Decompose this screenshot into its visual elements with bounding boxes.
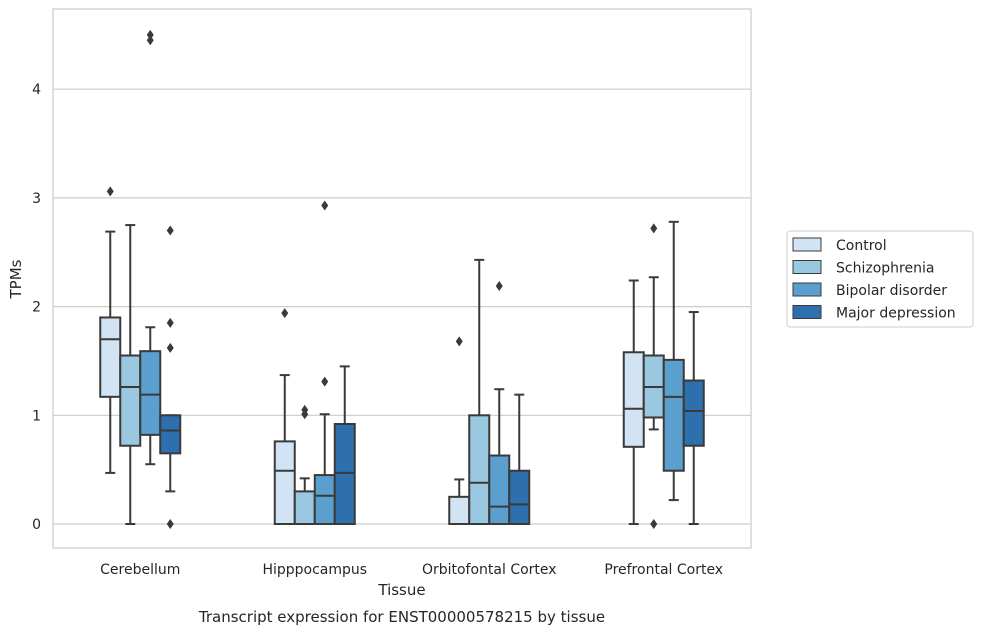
outlier-point (166, 317, 174, 328)
box-iqr (488, 454, 511, 526)
box-iqr (448, 495, 471, 526)
box-control (273, 308, 296, 525)
box-iqr (468, 414, 491, 525)
box-schizophrenia (119, 224, 142, 525)
box-iqr (159, 414, 182, 455)
box-iqr (333, 422, 356, 525)
box-control (448, 336, 471, 526)
outlier-point (495, 280, 503, 291)
x-tick-label: Prefrontal Cortex (604, 562, 723, 578)
x-axis-title: Tissue (377, 581, 425, 599)
x-tick-labels: Cerebellum Hipppocampus Orbitofontal Corte… (100, 562, 723, 578)
plot-area (52, 8, 752, 549)
box-iqr (99, 316, 122, 398)
legend-label: Schizophrenia (836, 261, 934, 277)
outlier-point (321, 376, 329, 387)
x-tick-label: Cerebellum (100, 562, 180, 578)
box-iqr (139, 350, 162, 436)
outlier-point (146, 29, 154, 40)
box-iqr (273, 440, 296, 525)
legend-swatch (792, 237, 822, 252)
box-bipolar-disorder (313, 200, 336, 525)
box-iqr (313, 474, 336, 525)
y-axis-title: TPMs (7, 259, 25, 299)
y-tick-label: 0 (32, 517, 41, 533)
box-major-depression (682, 311, 705, 525)
legend-label: Bipolar disorder (836, 283, 947, 299)
legend-swatch (792, 260, 822, 274)
y-tick-label: 3 (32, 191, 41, 207)
box-major-depression (508, 393, 531, 525)
boxes (99, 29, 705, 529)
box-iqr (119, 354, 142, 447)
box-iqr (622, 351, 645, 448)
outlier-point (166, 342, 174, 353)
box-iqr (508, 469, 531, 525)
box-bipolar-disorder (139, 29, 162, 466)
y-tick-label: 4 (32, 82, 41, 98)
box-iqr (293, 490, 316, 526)
outlier-point (146, 35, 154, 46)
outlier-point (166, 519, 174, 529)
legend-frame (786, 230, 974, 328)
box-schizophrenia (642, 223, 665, 529)
x-tick-label: Orbitofontal Cortex (422, 562, 557, 578)
outlier-point (166, 225, 174, 236)
box-schizophrenia (468, 258, 491, 525)
legend-label: Major depression (836, 306, 956, 322)
box-major-depression (159, 225, 182, 529)
box-iqr (682, 379, 705, 447)
box-control (622, 279, 645, 525)
legend-swatch (792, 282, 822, 297)
chart-caption: Transcript expression for ENST0000057821… (198, 608, 605, 626)
box-iqr (662, 358, 685, 472)
outlier-point (106, 186, 114, 197)
y-tick-label: 1 (32, 408, 41, 424)
outlier-point (281, 308, 289, 319)
outlier-point (321, 200, 329, 211)
legend-swatch (792, 305, 822, 319)
legend-label: Control (836, 238, 887, 254)
y-tick-labels: 0 1 2 3 4 (32, 82, 41, 533)
box-schizophrenia (293, 404, 316, 526)
outlier-point (650, 519, 658, 529)
legend: Control Schizophrenia Bipolar disorder Majo… (786, 230, 974, 328)
outlier-point (301, 404, 309, 415)
outlier-point (455, 336, 463, 347)
outlier-point (650, 223, 658, 234)
box-major-depression (333, 365, 356, 525)
x-tick-label: Hipppocampus (262, 562, 367, 578)
y-tick-label: 2 (32, 300, 41, 316)
